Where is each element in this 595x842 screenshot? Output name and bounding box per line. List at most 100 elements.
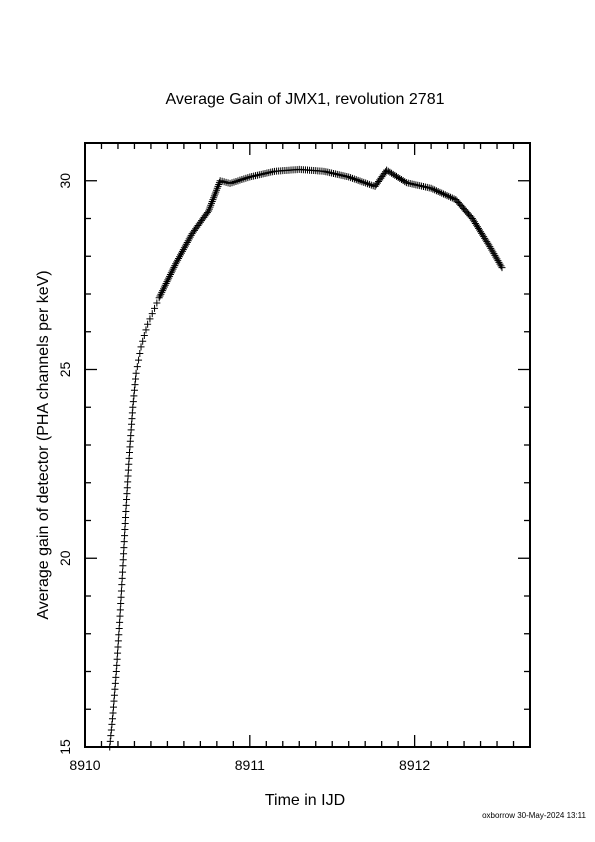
y-tick-label: 20 — [57, 550, 73, 566]
data-point — [129, 398, 137, 406]
data-point — [114, 649, 122, 657]
data-point — [110, 697, 118, 705]
data-point — [107, 726, 115, 734]
data-point — [158, 288, 166, 296]
data-point — [161, 281, 169, 289]
data-point — [133, 363, 141, 371]
x-tick-label: 8910 — [69, 757, 100, 773]
data-point — [135, 356, 143, 364]
data-point — [183, 238, 191, 246]
data-point — [111, 685, 119, 693]
data-point — [165, 274, 173, 282]
data-point — [118, 581, 126, 589]
data-point — [181, 242, 189, 250]
data-point — [164, 276, 172, 284]
data-point — [125, 454, 133, 462]
data-point — [117, 600, 125, 608]
data-point — [173, 258, 181, 266]
data-point — [131, 381, 139, 389]
data-point — [157, 290, 165, 298]
axis-ticks — [84, 142, 531, 748]
data-point — [497, 262, 505, 270]
data-point — [114, 637, 122, 645]
plot-frame — [84, 142, 531, 748]
data-point — [137, 343, 145, 351]
footer-credit: oxborrow 30-May-2024 13:11 — [482, 811, 586, 820]
data-point — [498, 264, 506, 272]
data-point — [436, 188, 444, 196]
data-point — [123, 496, 131, 504]
data-point — [114, 643, 122, 651]
data-point — [130, 392, 138, 400]
data-point — [113, 661, 121, 669]
data-point — [159, 287, 167, 295]
data-point — [120, 550, 128, 558]
x-axis-label: Time in IJD — [265, 792, 345, 809]
data-point — [112, 673, 120, 681]
data-point — [186, 233, 194, 241]
data-point — [184, 237, 192, 245]
data-point — [110, 691, 118, 699]
x-tick-label: 8911 — [235, 757, 265, 773]
data-points — [106, 165, 506, 751]
data-point — [108, 720, 116, 728]
data-point — [175, 254, 183, 262]
data-point — [151, 304, 159, 312]
data-point — [115, 625, 123, 633]
data-point — [132, 375, 140, 383]
data-point — [132, 369, 140, 377]
data-point — [113, 655, 121, 663]
data-point — [116, 618, 124, 626]
data-point — [203, 209, 211, 217]
data-point — [116, 606, 124, 614]
data-point — [106, 743, 114, 751]
data-point — [427, 184, 435, 192]
data-point — [115, 631, 123, 639]
data-point — [124, 472, 132, 480]
data-point — [443, 192, 451, 200]
data-point — [447, 193, 455, 201]
data-point — [119, 562, 127, 570]
data-point — [122, 507, 130, 515]
data-point — [445, 192, 453, 200]
data-point — [130, 386, 138, 394]
data-point — [434, 188, 442, 196]
data-point — [140, 332, 148, 340]
data-point — [122, 501, 130, 509]
data-point — [129, 403, 137, 411]
data-point — [123, 484, 131, 492]
data-point — [119, 556, 127, 564]
data-point — [109, 709, 117, 717]
data-point — [125, 460, 133, 468]
data-point — [178, 247, 186, 255]
data-point — [117, 593, 125, 601]
tick-labels: 15 20 25 30 8910 8911 8912 — [57, 173, 430, 773]
y-tick-label: 15 — [57, 739, 73, 755]
data-point — [401, 178, 409, 186]
data-point — [163, 278, 171, 286]
data-point — [108, 715, 116, 723]
data-point — [112, 668, 120, 675]
data-point — [174, 256, 182, 264]
data-point — [171, 262, 179, 270]
data-point — [438, 189, 446, 197]
data-point — [169, 265, 177, 273]
data-point — [120, 544, 128, 552]
data-point — [185, 235, 193, 243]
data-point — [179, 246, 187, 254]
data-point — [119, 568, 127, 576]
data-point — [162, 279, 170, 287]
data-point — [170, 263, 178, 271]
chart-title: Average Gain of JMX1, revolution 2781 — [166, 91, 445, 108]
data-point — [431, 186, 439, 194]
data-point — [155, 294, 163, 302]
data-point — [182, 240, 190, 248]
data-point — [142, 326, 150, 334]
data-point — [107, 732, 115, 740]
data-point — [156, 292, 164, 300]
data-point — [111, 679, 119, 687]
data-point — [121, 532, 129, 540]
data-point — [118, 574, 126, 582]
data-point — [160, 283, 168, 291]
